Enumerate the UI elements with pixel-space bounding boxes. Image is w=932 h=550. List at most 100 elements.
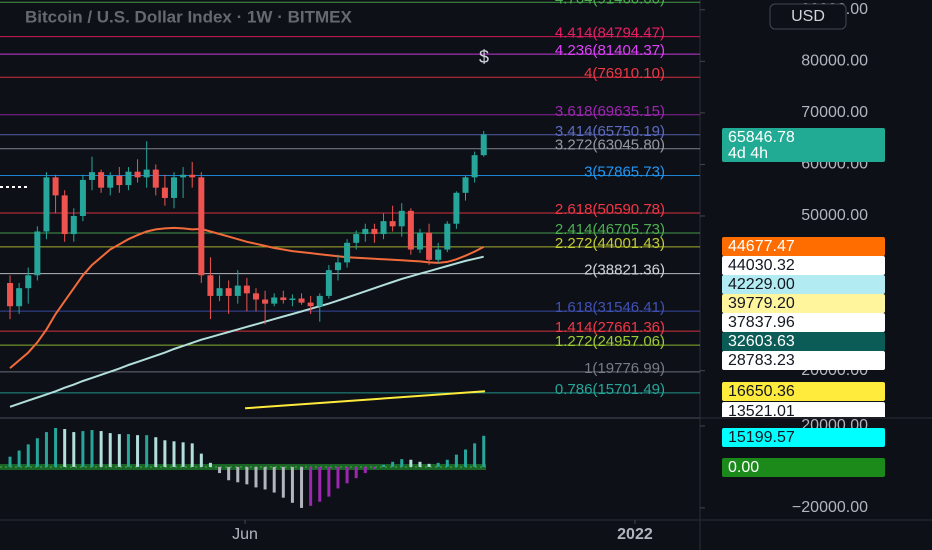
histogram-bar: [35, 438, 39, 467]
x-tick-label: Jun: [232, 526, 258, 543]
histogram-bar: [445, 459, 449, 467]
histogram-bar: [436, 462, 440, 467]
candle-body: [252, 293, 259, 300]
histogram-bar: [190, 443, 194, 467]
candle-body: [61, 195, 68, 235]
candle-body: [134, 171, 141, 178]
histogram-bar: [136, 435, 140, 467]
histogram-bar: [418, 461, 422, 467]
moving-average: [9, 226, 485, 369]
y2-tick-label: −20000.00: [792, 499, 868, 516]
fib-label: 3.272(63045.80): [555, 137, 665, 154]
price-tag-label: 44677.47: [728, 238, 795, 255]
candle-body: [271, 297, 278, 304]
candle-body: [116, 175, 123, 186]
candle-body: [344, 242, 351, 263]
fib-label: 3.618(69635.15): [555, 103, 665, 120]
histogram-bar: [99, 431, 103, 467]
candle-body: [125, 171, 132, 186]
candle-body: [34, 231, 41, 276]
candle-body: [16, 288, 23, 307]
currency-label[interactable]: USD: [791, 8, 825, 25]
fib-label: 4(76910.10): [584, 65, 665, 82]
histogram-bar: [236, 466, 240, 483]
currency-icon[interactable]: $: [479, 47, 489, 67]
price-tag-sublabel: 4d 4h: [728, 145, 768, 162]
price-tag: [722, 332, 885, 351]
candle-body: [353, 234, 360, 243]
price-tag-label: 15199.57: [728, 429, 795, 446]
candle-body: [70, 216, 77, 235]
price-tag-label: 28783.23: [728, 352, 795, 369]
candle-body: [25, 275, 32, 289]
histogram-bar: [26, 444, 30, 467]
candle-body: [298, 298, 305, 303]
fib-label: 4.414(84794.47): [555, 25, 665, 42]
histogram-bar: [300, 466, 304, 508]
candle-body: [79, 179, 86, 217]
price-tag: [722, 428, 885, 447]
candle-body: [334, 262, 341, 271]
candle-body: [170, 177, 177, 198]
histogram-bar: [409, 459, 413, 467]
candle-body: [225, 288, 232, 296]
histogram-bar: [309, 466, 313, 506]
histogram-bar: [108, 433, 112, 467]
histogram-bar: [54, 427, 58, 467]
histogram-bar: [272, 466, 276, 493]
histogram-bar: [172, 441, 176, 467]
histogram-bar: [17, 450, 21, 467]
fib-label: 0.786(15701.49): [555, 381, 665, 398]
candle-body: [289, 298, 296, 301]
candle-body: [180, 174, 187, 178]
candle-body: [198, 177, 205, 276]
histogram-bar: [464, 449, 468, 467]
candle-body: [416, 232, 423, 250]
histogram-bar: [227, 466, 231, 481]
candle-body: [480, 134, 487, 156]
candle-body: [43, 177, 50, 232]
price-tag-label: 32603.63: [728, 333, 795, 350]
candle-body: [7, 283, 14, 307]
x-tick-label: 2022: [617, 526, 653, 543]
price-tag-label: 39779.20: [728, 295, 795, 312]
y-tick-label: 70000.00: [801, 104, 868, 121]
price-tag-label: 13521.01: [728, 403, 795, 420]
histogram-bar: [145, 435, 149, 467]
candle-body: [207, 275, 214, 296]
price-tag-label: 42229.00: [728, 276, 795, 293]
histogram-bar: [181, 442, 185, 467]
price-tag: [722, 275, 885, 294]
histogram-bar: [345, 466, 349, 484]
candle-body: [362, 228, 369, 235]
histogram-bar: [254, 466, 258, 488]
fib-label: 2(38821.36): [584, 262, 665, 279]
zero-band: [0, 464, 486, 470]
price-tag: [722, 313, 885, 332]
price-tag: [722, 128, 885, 162]
candle-body: [371, 228, 378, 235]
candle-body: [143, 169, 150, 178]
histogram-bar: [81, 431, 85, 467]
histogram-bar: [126, 434, 130, 467]
candle-body: [471, 155, 478, 178]
histogram-bar: [290, 466, 294, 503]
histogram-bar: [163, 440, 167, 467]
currency-button[interactable]: [769, 3, 847, 30]
histogram-bar: [90, 430, 94, 467]
price-tag: [722, 294, 885, 313]
candle-body: [435, 249, 442, 260]
price-tag: [722, 351, 885, 370]
fib-label: 2.272(44001.43): [555, 235, 665, 252]
histogram-bar: [208, 462, 212, 467]
histogram-bar: [382, 464, 386, 467]
price-tag: [722, 237, 885, 256]
price-tag-label: 16650.36: [728, 383, 795, 400]
y-tick-label: 50000.00: [801, 207, 868, 224]
histogram-bar: [336, 466, 340, 489]
candle-body: [89, 172, 96, 180]
chart-title: Bitcoin / U.S. Dollar Index · 1W · BITME…: [25, 7, 352, 26]
candle-body: [307, 302, 314, 307]
